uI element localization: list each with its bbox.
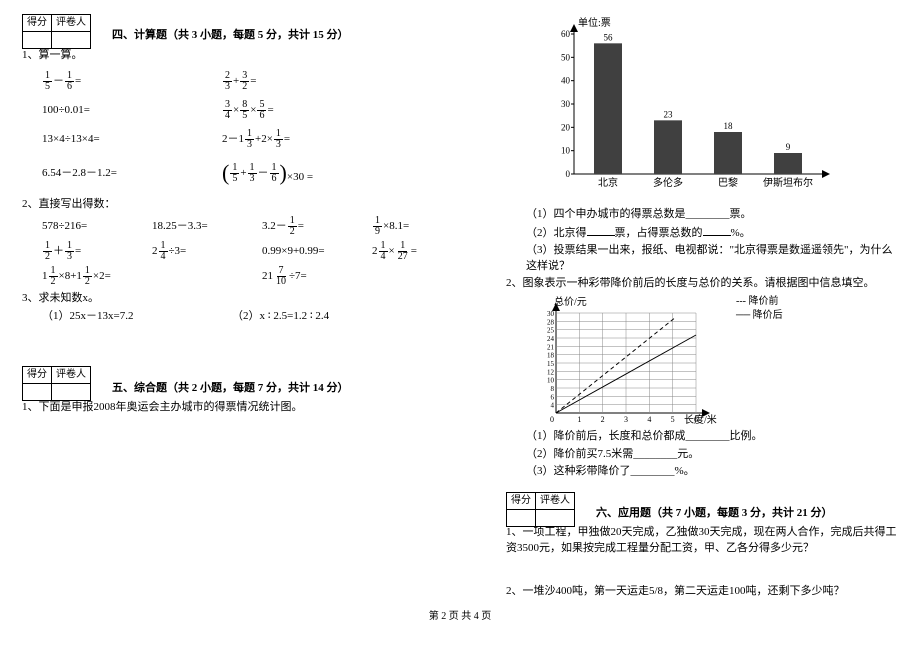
legend: --- 降价前 ── 降价后: [736, 295, 783, 323]
q2a: （1）降价前后，长度和总价都成________比例。: [526, 429, 898, 444]
svg-text:4: 4: [647, 415, 651, 424]
sec5-q1: 1、下面是申报2008年奥运会主办城市的得票情况统计图。: [22, 400, 482, 415]
svg-text:伊斯坦布尔: 伊斯坦布尔: [763, 176, 813, 189]
svg-text:50: 50: [561, 52, 571, 62]
sec4-q1: 1、算一算。: [22, 48, 482, 63]
score-box-3: 得分评卷人: [506, 492, 575, 527]
svg-text:30: 30: [547, 310, 555, 318]
svg-text:长度/米: 长度/米: [684, 413, 717, 425]
score-c2: 评卷人: [52, 15, 91, 32]
svg-text:23: 23: [664, 109, 674, 119]
score-box: 得分评卷人: [22, 14, 91, 49]
svg-text:北京: 北京: [598, 176, 618, 189]
svg-text:21: 21: [547, 344, 555, 352]
svg-text:10: 10: [561, 146, 571, 156]
svg-text:3: 3: [624, 415, 628, 424]
score-c1: 得分: [23, 15, 52, 32]
svg-text:0: 0: [550, 415, 554, 424]
svg-text:15: 15: [547, 360, 555, 368]
svg-text:30: 30: [561, 99, 571, 109]
svg-text:6: 6: [551, 394, 555, 402]
svg-text:总价/元: 总价/元: [554, 295, 587, 308]
chart-unit: 单位:票: [578, 16, 611, 29]
sec6-q1: 1、一项工程，甲独做20天完成，乙独做30天完成，现在两人合作，完成后共得工资3…: [506, 525, 898, 556]
svg-text:56: 56: [604, 32, 614, 42]
q1b: （2）北京得票，占得票总数的%。: [526, 225, 898, 241]
q3b: （2）x ∶ 2.5=1.2 ∶ 2.4: [232, 309, 329, 324]
sec4-q3: 3、求未知数x。: [22, 291, 482, 306]
bar-chart: 单位:票 0 10 20 30 40 50 60 56 北京 23 多伦多 18 巴黎 9 伊斯坦布尔: [536, 14, 836, 194]
q1c: （3）投票结果一出来，报纸、电视都说："北京得票是数遥遥领先"，为什么这样说？: [526, 243, 898, 274]
q1a: （1）四个申办城市的得票总数是________票。: [526, 207, 898, 222]
svg-text:5: 5: [671, 415, 675, 424]
svg-text:24: 24: [547, 335, 555, 343]
svg-text:多伦多: 多伦多: [653, 176, 683, 189]
svg-text:9: 9: [786, 142, 791, 152]
svg-text:1: 1: [577, 415, 581, 424]
calc-row-4: 6.54－2.8－1.2= 15+13－16×30 =: [42, 158, 482, 189]
score-box-2: 得分评卷人: [22, 366, 91, 401]
svg-text:2: 2: [601, 415, 605, 424]
direct-row-1: 578÷216= 18.25－3.3= 3.2－12= 19×8.1=: [42, 216, 482, 237]
svg-text:巴黎: 巴黎: [718, 176, 738, 189]
sec4-q2: 2、直接写出得数：: [22, 197, 482, 212]
direct-row-2: 12＋13= 214÷3= 0.99×9+0.99= 214×127=: [42, 241, 482, 262]
svg-text:60: 60: [561, 29, 571, 39]
svg-text:10: 10: [547, 377, 555, 385]
page-footer: 第 2 页 共 4 页: [22, 610, 898, 624]
q2b: （2）降价前买7.5米需________元。: [526, 447, 898, 462]
line-chart-wrap: 总价/元 1234560468101215182124252830 长度/米 -…: [526, 295, 898, 425]
calc-row-2: 100÷0.01= 34×85×56=: [42, 100, 482, 121]
svg-text:12: 12: [547, 369, 555, 377]
line-chart: 总价/元 1234560468101215182124252830 长度/米: [526, 295, 726, 425]
svg-text:28: 28: [547, 319, 555, 327]
svg-text:40: 40: [561, 76, 571, 86]
sec6-q2: 2、一堆沙400吨，第一天运走5/8，第二天运走100吨，还剩下多少吨？: [506, 584, 898, 599]
direct-row-3: 112×8+112×2= 21710÷7=: [42, 266, 482, 287]
svg-text:25: 25: [547, 327, 555, 335]
sec5-title: 五、综合题（共 2 小题，每题 7 分，共计 14 分）: [112, 381, 482, 396]
svg-text:4: 4: [551, 402, 555, 410]
q2c: （3）这种彩带降价了________%。: [526, 464, 898, 479]
svg-text:8: 8: [551, 385, 555, 393]
q3a: （1）25x－13x=7.2: [42, 309, 232, 324]
svg-text:20: 20: [561, 122, 571, 132]
calc-row-1: 15－16= 23+32=: [42, 71, 482, 92]
sec6-title: 六、应用题（共 7 小题，每题 3 分，共计 21 分）: [596, 506, 898, 521]
calc-row-3: 13×4÷13×4= 2－113+2×13=: [42, 129, 482, 150]
r-q2: 2、图象表示一种彩带降价前后的长度与总价的关系。请根据图中信息填空。: [506, 276, 898, 291]
sec4-title: 四、计算题（共 3 小题，每题 5 分，共计 15 分）: [112, 28, 482, 43]
svg-text:18: 18: [547, 352, 555, 360]
svg-text:18: 18: [724, 121, 734, 131]
svg-text:0: 0: [566, 169, 571, 179]
